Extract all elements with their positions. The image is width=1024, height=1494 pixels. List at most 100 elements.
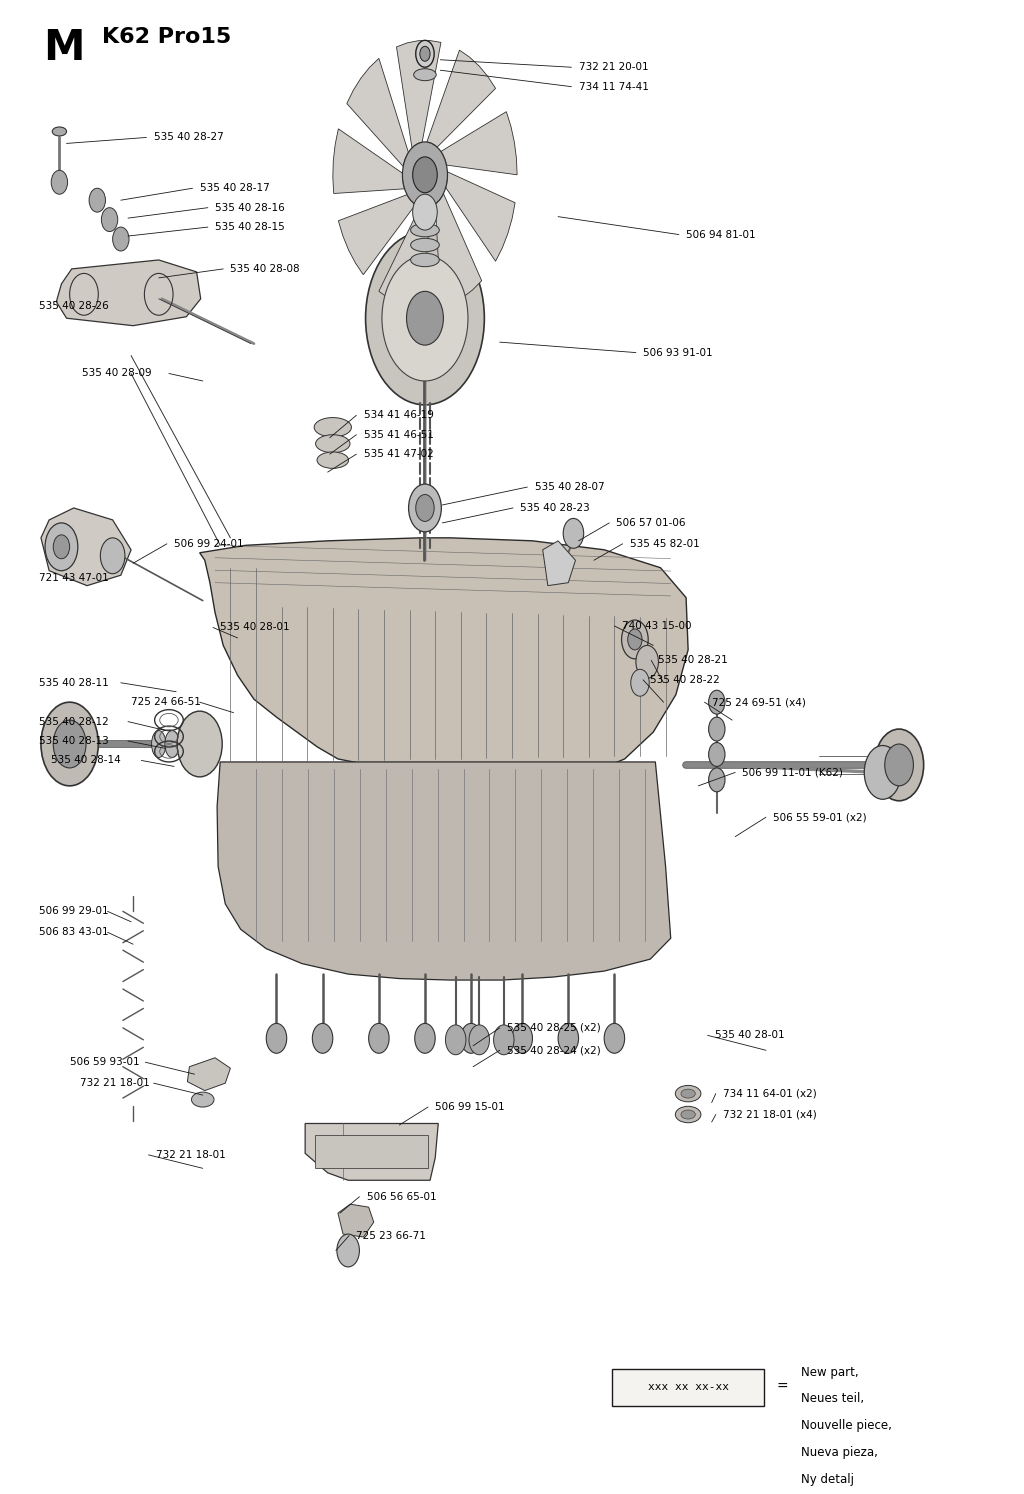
- Ellipse shape: [165, 731, 179, 757]
- Circle shape: [413, 194, 437, 230]
- Ellipse shape: [314, 418, 351, 438]
- Text: 535 40 28-17: 535 40 28-17: [200, 184, 269, 193]
- Text: 725 24 66-51: 725 24 66-51: [131, 698, 201, 707]
- Circle shape: [53, 535, 70, 559]
- Circle shape: [461, 1023, 481, 1053]
- Text: 734 11 74-41: 734 11 74-41: [579, 82, 648, 91]
- Text: 734 11 64-01 (x2): 734 11 64-01 (x2): [723, 1089, 817, 1098]
- Circle shape: [709, 717, 725, 741]
- Text: M: M: [43, 27, 85, 69]
- Polygon shape: [876, 747, 891, 796]
- Text: 535 40 28-14: 535 40 28-14: [51, 756, 121, 765]
- Polygon shape: [338, 194, 416, 275]
- Text: 740 43 15-00: 740 43 15-00: [622, 622, 691, 630]
- Ellipse shape: [676, 1106, 700, 1123]
- Text: 535 40 28-27: 535 40 28-27: [154, 133, 223, 142]
- Text: Nueva pieza,: Nueva pieza,: [801, 1446, 878, 1460]
- Ellipse shape: [191, 1092, 214, 1107]
- Text: 535 40 28-21: 535 40 28-21: [658, 656, 728, 665]
- Text: 506 93 91-01: 506 93 91-01: [643, 348, 713, 357]
- Ellipse shape: [411, 254, 439, 267]
- Circle shape: [366, 232, 484, 405]
- Text: 535 40 28-11: 535 40 28-11: [39, 678, 109, 687]
- Text: 535 41 47-02: 535 41 47-02: [364, 450, 433, 459]
- Circle shape: [51, 170, 68, 194]
- Circle shape: [636, 645, 658, 678]
- Circle shape: [45, 523, 78, 571]
- Text: 721 43 47-01: 721 43 47-01: [39, 574, 109, 583]
- Circle shape: [41, 702, 98, 786]
- Text: 506 59 93-01: 506 59 93-01: [70, 1058, 139, 1067]
- Circle shape: [337, 1234, 359, 1267]
- Ellipse shape: [681, 1110, 695, 1119]
- Circle shape: [113, 227, 129, 251]
- Ellipse shape: [152, 731, 166, 757]
- Circle shape: [420, 46, 430, 61]
- Text: 535 40 28-01: 535 40 28-01: [220, 623, 290, 632]
- Text: 506 99 24-01: 506 99 24-01: [174, 539, 244, 548]
- Text: 506 99 15-01: 506 99 15-01: [435, 1103, 505, 1112]
- Circle shape: [494, 1025, 514, 1055]
- Polygon shape: [396, 40, 441, 148]
- Text: 535 40 28-08: 535 40 28-08: [230, 264, 300, 273]
- Circle shape: [382, 255, 468, 381]
- Text: xxx xx xx-xx: xxx xx xx-xx: [647, 1382, 729, 1392]
- Circle shape: [101, 208, 118, 232]
- Ellipse shape: [681, 1089, 695, 1098]
- Ellipse shape: [411, 239, 439, 252]
- Polygon shape: [56, 260, 201, 326]
- Text: 506 57 01-06: 506 57 01-06: [616, 518, 686, 527]
- Circle shape: [512, 1023, 532, 1053]
- Ellipse shape: [317, 451, 348, 469]
- Circle shape: [874, 729, 924, 801]
- Text: 535 45 82-01: 535 45 82-01: [630, 539, 699, 548]
- Polygon shape: [187, 1058, 230, 1091]
- Polygon shape: [441, 112, 517, 175]
- Ellipse shape: [52, 127, 67, 136]
- Circle shape: [369, 1023, 389, 1053]
- Text: 506 99 11-01 (K62): 506 99 11-01 (K62): [742, 768, 844, 777]
- Polygon shape: [338, 1204, 374, 1237]
- Ellipse shape: [315, 435, 350, 453]
- Text: 534 41 46-19: 534 41 46-19: [364, 411, 433, 420]
- Circle shape: [622, 620, 648, 659]
- Polygon shape: [200, 538, 688, 783]
- Circle shape: [416, 40, 434, 67]
- Polygon shape: [543, 541, 575, 586]
- Circle shape: [709, 768, 725, 792]
- Ellipse shape: [179, 731, 194, 757]
- Text: =: =: [776, 1380, 788, 1394]
- Circle shape: [415, 1023, 435, 1053]
- Text: 535 40 28-16: 535 40 28-16: [215, 203, 285, 212]
- Circle shape: [100, 538, 125, 574]
- Text: 506 56 65-01: 506 56 65-01: [367, 1192, 436, 1201]
- Text: 732 21 18-01: 732 21 18-01: [80, 1079, 150, 1088]
- Polygon shape: [347, 58, 409, 166]
- Circle shape: [563, 518, 584, 548]
- Ellipse shape: [414, 69, 436, 81]
- Circle shape: [413, 157, 437, 193]
- Circle shape: [416, 495, 434, 521]
- Text: 506 55 59-01 (x2): 506 55 59-01 (x2): [773, 813, 866, 822]
- Circle shape: [885, 744, 913, 786]
- Circle shape: [312, 1023, 333, 1053]
- Polygon shape: [427, 51, 496, 148]
- Ellipse shape: [411, 224, 439, 236]
- Circle shape: [628, 629, 642, 650]
- Circle shape: [53, 720, 86, 768]
- Text: 535 40 28-13: 535 40 28-13: [39, 737, 109, 746]
- Text: 732 21 18-01 (x4): 732 21 18-01 (x4): [723, 1110, 817, 1119]
- Circle shape: [89, 188, 105, 212]
- Text: 535 40 28-09: 535 40 28-09: [82, 369, 152, 378]
- Text: Nouvelle piece,: Nouvelle piece,: [801, 1419, 892, 1433]
- Bar: [315, 1135, 428, 1168]
- Text: 732 21 18-01: 732 21 18-01: [156, 1150, 225, 1159]
- Circle shape: [409, 484, 441, 532]
- Circle shape: [709, 743, 725, 766]
- Text: 535 40 28-26: 535 40 28-26: [39, 302, 109, 311]
- Text: 535 40 28-01: 535 40 28-01: [715, 1031, 784, 1040]
- Text: 535 40 28-24 (x2): 535 40 28-24 (x2): [507, 1046, 601, 1055]
- Text: Ny detalj: Ny detalj: [801, 1473, 854, 1487]
- Text: K62 Pro15: K62 Pro15: [102, 27, 231, 46]
- Bar: [612, 1369, 764, 1406]
